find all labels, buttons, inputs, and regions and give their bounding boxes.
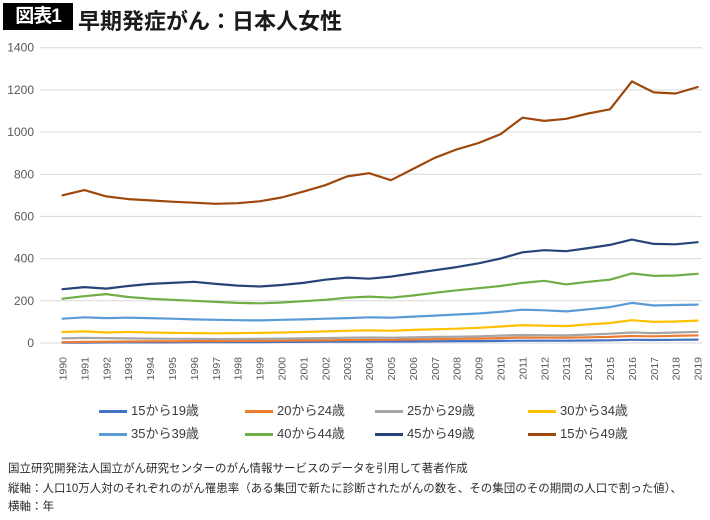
svg-text:2008: 2008 xyxy=(452,357,464,381)
svg-text:1999: 1999 xyxy=(255,357,267,381)
svg-text:1993: 1993 xyxy=(123,357,135,381)
svg-text:2006: 2006 xyxy=(408,357,420,381)
svg-text:1997: 1997 xyxy=(211,357,223,381)
svg-text:1400: 1400 xyxy=(7,41,34,55)
svg-text:2014: 2014 xyxy=(583,357,595,381)
svg-text:1200: 1200 xyxy=(7,83,34,97)
svg-text:2011: 2011 xyxy=(517,357,529,380)
svg-text:2007: 2007 xyxy=(430,357,442,381)
svg-text:2002: 2002 xyxy=(320,357,332,381)
svg-text:600: 600 xyxy=(14,209,34,223)
svg-text:1992: 1992 xyxy=(101,357,113,381)
svg-text:400: 400 xyxy=(14,252,34,266)
svg-text:1000: 1000 xyxy=(7,125,34,139)
svg-text:2018: 2018 xyxy=(671,357,683,381)
svg-text:1991: 1991 xyxy=(79,357,91,381)
svg-text:2016: 2016 xyxy=(627,357,639,381)
svg-text:2017: 2017 xyxy=(649,357,661,381)
svg-text:2012: 2012 xyxy=(539,357,551,381)
svg-text:2004: 2004 xyxy=(364,357,376,381)
svg-text:2010: 2010 xyxy=(496,357,508,381)
svg-text:0: 0 xyxy=(27,336,34,350)
svg-text:1994: 1994 xyxy=(145,357,157,381)
svg-text:2009: 2009 xyxy=(474,357,486,381)
svg-text:200: 200 xyxy=(14,294,34,308)
svg-text:2003: 2003 xyxy=(342,357,354,381)
svg-text:2001: 2001 xyxy=(298,357,310,381)
svg-text:1995: 1995 xyxy=(167,357,179,381)
svg-text:800: 800 xyxy=(14,167,34,181)
svg-text:2019: 2019 xyxy=(693,357,705,381)
svg-text:2005: 2005 xyxy=(386,357,398,381)
svg-text:2013: 2013 xyxy=(561,357,573,381)
svg-text:2015: 2015 xyxy=(605,357,617,381)
svg-text:1990: 1990 xyxy=(58,357,70,381)
svg-text:1998: 1998 xyxy=(233,357,245,381)
svg-text:1996: 1996 xyxy=(189,357,201,381)
svg-text:2000: 2000 xyxy=(277,357,289,381)
